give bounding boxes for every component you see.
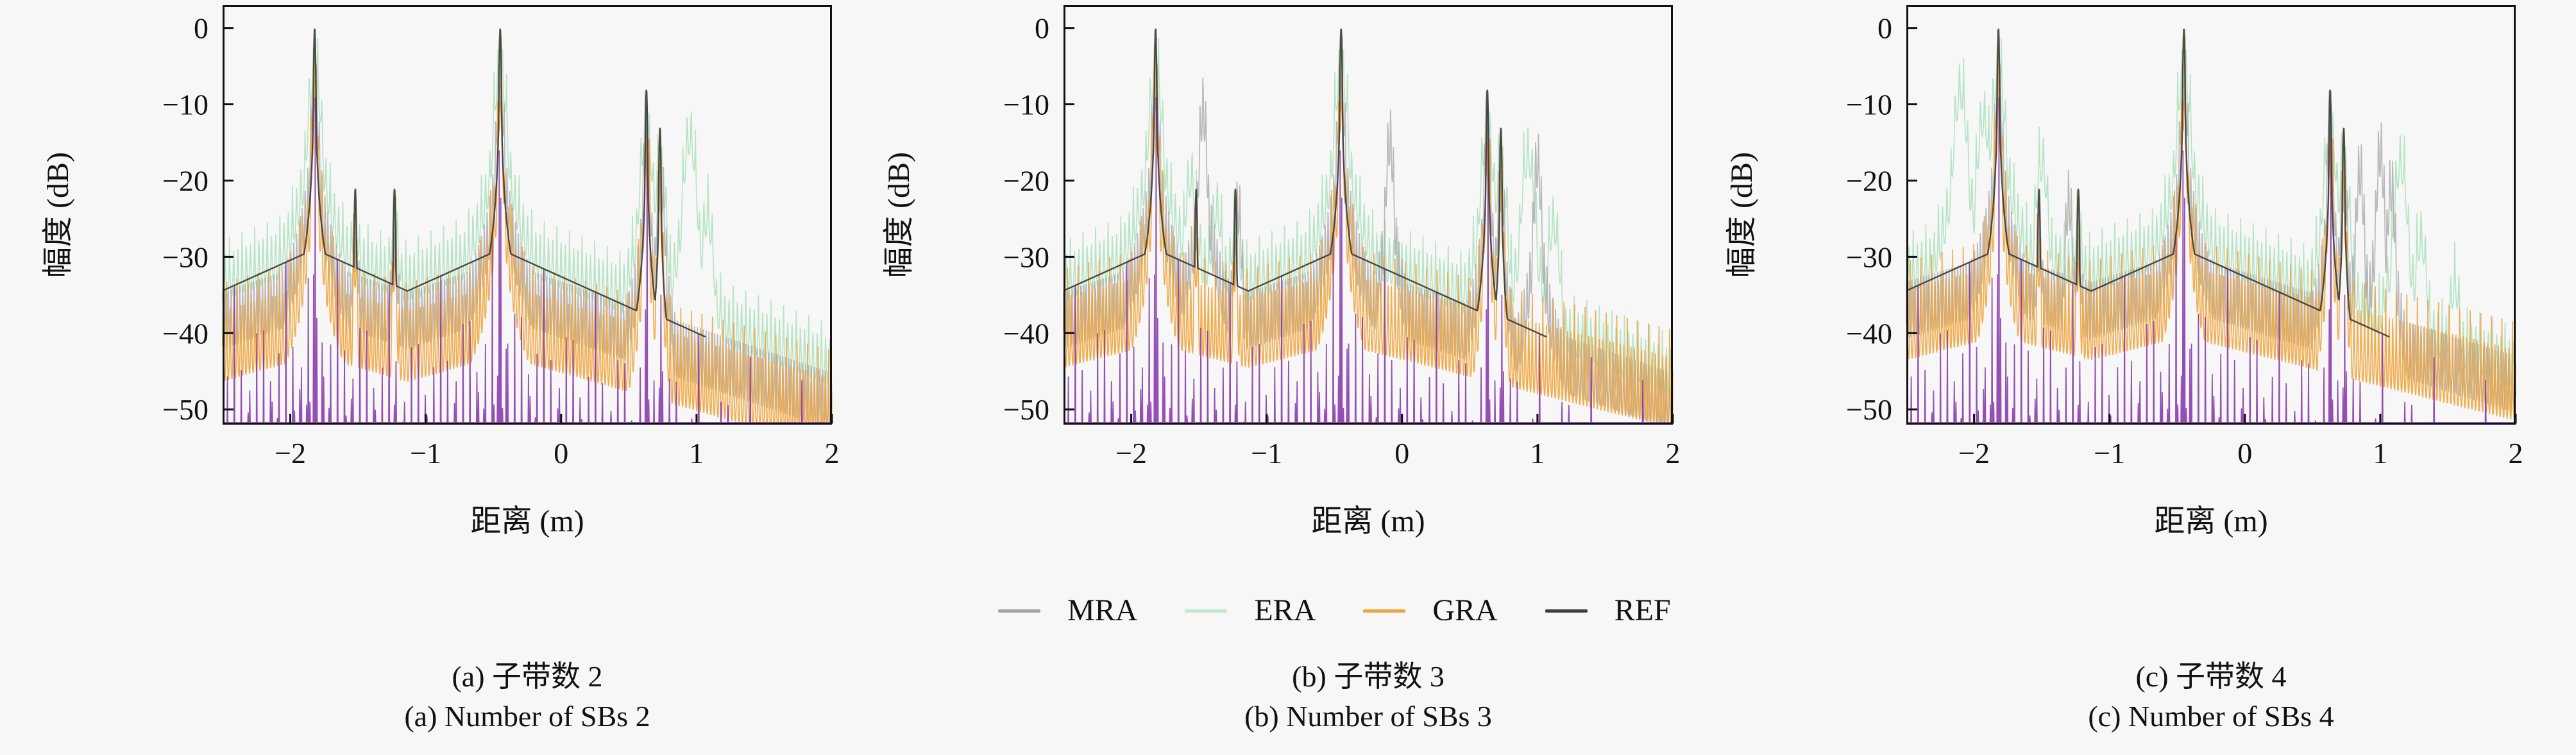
legend-label-gra: GRA: [1432, 593, 1498, 627]
legend-label-ref: REF: [1614, 593, 1671, 627]
y-tick-label: −30: [162, 241, 208, 273]
x-tick-label: 1: [1530, 437, 1545, 470]
legend-item-mra: MRA: [998, 591, 1137, 630]
y-tick-label: −50: [1846, 393, 1892, 426]
x-tick-label: 1: [2373, 437, 2387, 470]
y-tick-label: 0: [1877, 12, 1892, 45]
y-tick-label: −50: [1003, 393, 1049, 426]
x-tick-label: −2: [275, 437, 306, 470]
y-tick-label: −30: [1003, 241, 1049, 273]
x-axis-label-a: 距离 (m): [470, 504, 584, 538]
x-tick-label: −1: [2094, 437, 2125, 470]
y-tick-label: 0: [1035, 12, 1049, 45]
x-axis-label-b: 距离 (m): [1311, 504, 1425, 538]
x-tick-label: 0: [2237, 437, 2252, 470]
legend-item-ref: REF: [1545, 591, 1671, 630]
era-line-swatch: [1185, 609, 1228, 613]
subplot-b-canvas: −2 −1 0 1 20−10−20−30−40−50: [1003, 5, 1681, 470]
plot-frame: [223, 5, 832, 425]
x-tick-label: 2: [1666, 437, 1681, 470]
x-tick-label: 1: [689, 437, 704, 470]
legend-item-gra: GRA: [1363, 591, 1498, 630]
y-tick-label: −30: [1846, 241, 1892, 273]
x-tick-label: −2: [1115, 437, 1147, 470]
legend-item-era: ERA: [1185, 591, 1316, 630]
y-tick-label: −10: [1003, 89, 1049, 121]
legend-label-era: ERA: [1254, 593, 1316, 627]
x-tick-label: −1: [1251, 437, 1282, 470]
x-tick-label: −1: [410, 437, 441, 470]
y-tick-label: −10: [162, 89, 208, 121]
y-tick-label: 0: [194, 12, 208, 45]
subplot-a-canvas: −2 −1 0 1 20−10−20−30−40−50: [162, 5, 840, 470]
x-tick-label: 0: [1394, 437, 1409, 470]
ref-line-swatch: [1545, 609, 1588, 613]
y-tick-label: −20: [162, 164, 208, 197]
x-tick-label: 2: [2509, 437, 2523, 470]
x-axis-label-c: 距离 (m): [2154, 504, 2268, 538]
caption-a-en: (a) Number of SBs 2: [404, 700, 650, 733]
y-tick-label: −40: [162, 317, 208, 350]
y-tick-label: −20: [1003, 164, 1049, 197]
gra-line-swatch: [1363, 609, 1406, 613]
caption-c-en: (c) Number of SBs 4: [2088, 700, 2334, 733]
x-tick-label: 0: [554, 437, 568, 470]
x-tick-label: 2: [825, 437, 840, 470]
y-tick-label: −40: [1846, 317, 1892, 350]
caption-c-cn: (c) 子带数 4: [2135, 660, 2287, 693]
legend-label-mra: MRA: [1067, 593, 1138, 627]
y-tick-label: −50: [162, 393, 208, 426]
caption-b-en: (b) Number of SBs 3: [1244, 700, 1492, 733]
y-axis-label-b: 幅度 (dB): [882, 152, 916, 278]
subplot-c-canvas: −2 −1 0 1 20−10−20−30−40−50: [1846, 5, 2523, 470]
caption-a-cn: (a) 子带数 2: [452, 660, 603, 693]
y-tick-label: −40: [1003, 317, 1049, 350]
legend: MRA ERA GRA REF: [998, 591, 1718, 630]
caption-b-cn: (b) 子带数 3: [1292, 660, 1445, 693]
plot-frame: [1906, 5, 2516, 425]
y-axis-label-a: 幅度 (dB): [41, 152, 75, 278]
y-tick-label: −10: [1846, 89, 1892, 121]
x-tick-label: −2: [1958, 437, 1990, 470]
y-tick-label: −20: [1846, 164, 1892, 197]
y-axis-label-c: 幅度 (dB): [1725, 152, 1759, 278]
plot-frame: [1063, 5, 1673, 425]
mra-line-swatch: [998, 609, 1040, 613]
